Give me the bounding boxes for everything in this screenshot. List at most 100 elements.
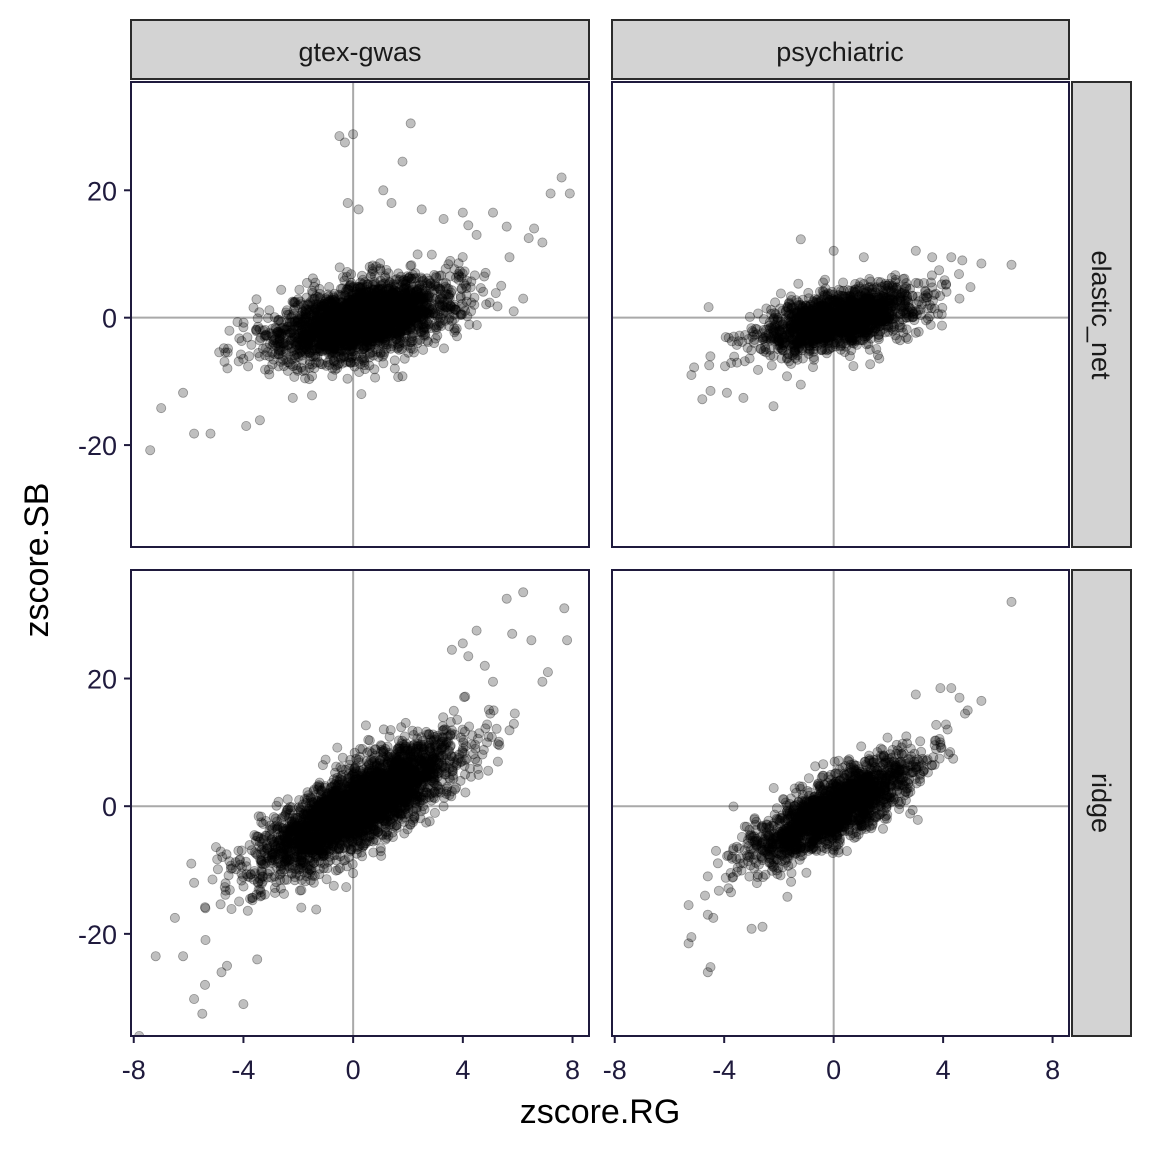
scatter-point xyxy=(278,341,289,352)
scatter-point xyxy=(349,295,360,306)
scatter-point xyxy=(354,308,365,319)
scatter-point xyxy=(373,308,384,319)
scatter-point xyxy=(286,311,297,322)
scatter-point xyxy=(300,308,311,319)
scatter-point xyxy=(814,322,825,333)
scatter-point xyxy=(371,295,382,306)
scatter-point xyxy=(219,356,230,367)
scatter-point xyxy=(374,325,385,336)
scatter-point xyxy=(357,274,368,285)
scatter-point xyxy=(365,298,376,309)
scatter-point xyxy=(359,319,370,330)
scatter-point-outlier xyxy=(205,428,216,439)
scatter-point xyxy=(423,308,434,319)
scatter-point xyxy=(342,373,353,384)
scatter-point xyxy=(392,307,403,318)
scatter-point-outlier xyxy=(523,233,534,244)
scatter-point xyxy=(364,322,375,333)
scatter-point xyxy=(347,339,358,350)
scatter-point xyxy=(307,294,318,305)
scatter-point xyxy=(332,742,343,753)
scatter-point xyxy=(327,308,338,319)
scatter-point-outlier xyxy=(348,129,359,140)
scatter-point xyxy=(901,307,912,318)
scatter-point xyxy=(404,304,415,315)
scatter-point xyxy=(380,298,391,309)
scatter-point xyxy=(328,320,339,331)
scatter-point xyxy=(369,324,380,335)
scatter-point xyxy=(450,325,461,336)
scatter-point xyxy=(383,313,394,324)
scatter-point xyxy=(378,333,389,344)
scatter-point xyxy=(411,291,422,302)
scatter-point xyxy=(367,329,378,340)
scatter-point xyxy=(380,311,391,322)
scatter-point xyxy=(801,324,812,335)
scatter-point xyxy=(327,326,338,337)
scatter-point xyxy=(350,301,361,312)
scatter-point xyxy=(340,322,351,333)
scatter-point xyxy=(327,363,338,374)
scatter-point xyxy=(361,281,372,292)
scatter-point xyxy=(457,252,468,263)
scatter-point xyxy=(316,325,327,336)
scatter-point xyxy=(391,296,402,307)
scatter-point xyxy=(862,294,873,305)
scatter-point-outlier xyxy=(795,379,806,390)
scatter-point xyxy=(376,312,387,323)
scatter-point xyxy=(340,322,351,333)
scatter-point xyxy=(430,322,441,333)
scatter-point xyxy=(298,344,309,355)
scatter-point xyxy=(317,335,328,346)
scatter-point xyxy=(315,309,326,320)
scatter-point xyxy=(438,296,449,307)
scatter-point xyxy=(388,308,399,319)
scatter-point xyxy=(344,324,355,335)
scatter-point-outlier xyxy=(178,387,189,398)
scatter-point-outlier xyxy=(189,428,200,439)
scatter-point xyxy=(297,337,308,348)
scatter-point xyxy=(371,325,382,336)
scatter-point xyxy=(359,303,370,314)
scatter-point-outlier xyxy=(910,245,921,256)
scatter-point xyxy=(325,340,336,351)
scatter-point xyxy=(385,343,396,354)
scatter-point xyxy=(302,318,313,329)
scatter-point xyxy=(312,291,323,302)
scatter-point xyxy=(272,327,283,338)
scatter-point xyxy=(355,311,366,322)
scatter-point xyxy=(323,337,334,348)
scatter-point xyxy=(297,338,308,349)
scatter-point xyxy=(435,318,446,329)
scatter-point xyxy=(456,283,467,294)
scatter-point xyxy=(457,309,468,320)
scatter-point xyxy=(365,300,376,311)
scatter-point xyxy=(348,306,359,317)
scatter-point xyxy=(848,361,859,372)
scatter-point xyxy=(432,311,443,322)
scatter-point xyxy=(336,352,347,363)
scatter-point xyxy=(381,307,392,318)
scatter-point xyxy=(444,271,455,282)
scatter-point xyxy=(346,303,357,314)
scatter-point xyxy=(767,322,778,333)
scatter-point xyxy=(351,302,362,313)
scatter-point xyxy=(423,292,434,303)
scatter-point xyxy=(399,288,410,299)
scatter-point xyxy=(403,304,414,315)
scatter-point xyxy=(292,315,303,326)
scatter-point xyxy=(400,318,411,329)
scatter-point xyxy=(294,347,305,358)
scatter-point xyxy=(378,325,389,336)
scatter-point xyxy=(286,346,297,357)
scatter-point xyxy=(350,351,361,362)
scatter-point xyxy=(292,325,303,336)
scatter-point xyxy=(391,296,402,307)
scatter-point xyxy=(322,310,333,321)
scatter-point xyxy=(334,322,345,333)
scatter-point-outlier xyxy=(504,252,515,263)
scatter-point xyxy=(365,324,376,335)
scatter-point xyxy=(301,309,312,320)
scatter-point xyxy=(376,298,387,309)
scatter-point xyxy=(856,310,867,321)
